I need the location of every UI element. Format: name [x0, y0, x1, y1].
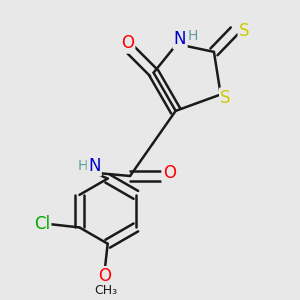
- Text: S: S: [239, 22, 249, 40]
- Text: O: O: [98, 267, 111, 285]
- Text: Cl: Cl: [34, 215, 50, 233]
- Text: H: H: [78, 159, 88, 173]
- Text: H: H: [188, 29, 198, 43]
- Text: CH₃: CH₃: [94, 284, 118, 297]
- Text: O: O: [121, 34, 134, 52]
- Text: N: N: [174, 30, 186, 48]
- Text: S: S: [220, 89, 231, 107]
- Text: O: O: [163, 164, 176, 182]
- Text: N: N: [88, 157, 100, 175]
